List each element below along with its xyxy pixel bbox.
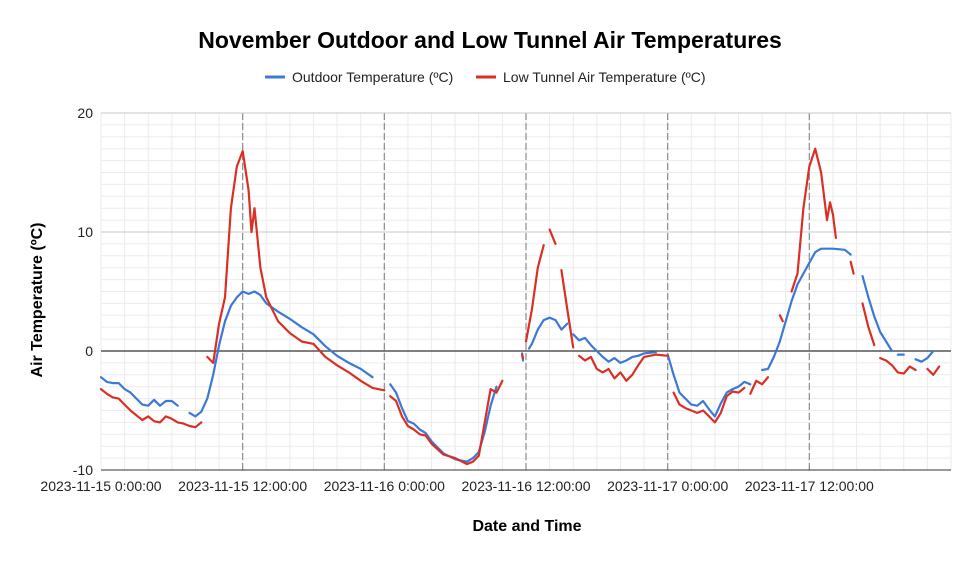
series-low-tunnel bbox=[99, 147, 941, 466]
series-line-segment bbox=[572, 333, 657, 364]
legend-label-tunnel: Low Tunnel Air Temperature (ºC) bbox=[503, 69, 706, 85]
series-line-segment bbox=[99, 376, 179, 407]
series-line-segment bbox=[849, 260, 855, 275]
chart-title: November Outdoor and Low Tunnel Air Temp… bbox=[198, 27, 782, 53]
x-tick-label: 2023-11-16 0:00:00 bbox=[324, 478, 445, 494]
y-tick-label: 0 bbox=[85, 343, 93, 359]
series-line-segment bbox=[389, 379, 504, 466]
y-tick-label: -10 bbox=[73, 462, 93, 478]
legend-item-tunnel[interactable]: Low Tunnel Air Temperature (ºC) bbox=[476, 69, 706, 85]
series-line-segment bbox=[790, 147, 837, 293]
x-tick-label: 2023-11-17 0:00:00 bbox=[607, 478, 728, 494]
series-line-segment bbox=[188, 290, 374, 418]
series-lines bbox=[99, 147, 941, 466]
series-line-segment bbox=[778, 314, 784, 323]
series-line-segment bbox=[926, 365, 941, 376]
series-line-segment bbox=[527, 316, 569, 350]
legend-item-outdoor[interactable]: Outdoor Temperature (ºC) bbox=[265, 69, 453, 85]
y-axis-title: Air Temperature (ºC) bbox=[29, 223, 46, 378]
x-tick-label: 2023-11-15 0:00:00 bbox=[40, 478, 161, 494]
series-line-segment bbox=[861, 302, 876, 347]
y-axis-ticks: -10 0 10 20 bbox=[73, 105, 93, 478]
series-line-segment bbox=[749, 376, 770, 395]
gridlines bbox=[100, 112, 952, 471]
series-line-segment bbox=[548, 228, 557, 245]
legend: Outdoor Temperature (ºC) Low Tunnel Air … bbox=[265, 69, 706, 85]
x-axis-ticks: 2023-11-15 0:00:00 2023-11-15 12:00:00 202… bbox=[40, 478, 874, 494]
series-line-segment bbox=[99, 388, 203, 429]
x-axis-title: Date and Time bbox=[472, 518, 581, 535]
x-tick-label: 2023-11-17 12:00:00 bbox=[745, 478, 874, 494]
x-tick-label: 2023-11-15 12:00:00 bbox=[178, 478, 307, 494]
series-line-segment bbox=[206, 150, 386, 392]
series-line-segment bbox=[914, 349, 935, 363]
legend-label-outdoor: Outdoor Temperature (ºC) bbox=[292, 69, 453, 85]
y-tick-label: 20 bbox=[77, 105, 93, 121]
series-line-segment bbox=[524, 244, 545, 343]
series-line-segment bbox=[521, 353, 525, 360]
series-line-segment bbox=[578, 353, 669, 382]
series-line-segment bbox=[879, 357, 917, 375]
x-tick-label: 2023-11-16 12:00:00 bbox=[462, 478, 591, 494]
y-tick-label: 10 bbox=[77, 224, 93, 240]
series-line-segment bbox=[761, 247, 852, 372]
series-line-segment bbox=[672, 386, 746, 424]
series-line-segment bbox=[666, 353, 752, 418]
series-line-segment bbox=[861, 274, 894, 353]
series-line-segment bbox=[560, 269, 575, 349]
